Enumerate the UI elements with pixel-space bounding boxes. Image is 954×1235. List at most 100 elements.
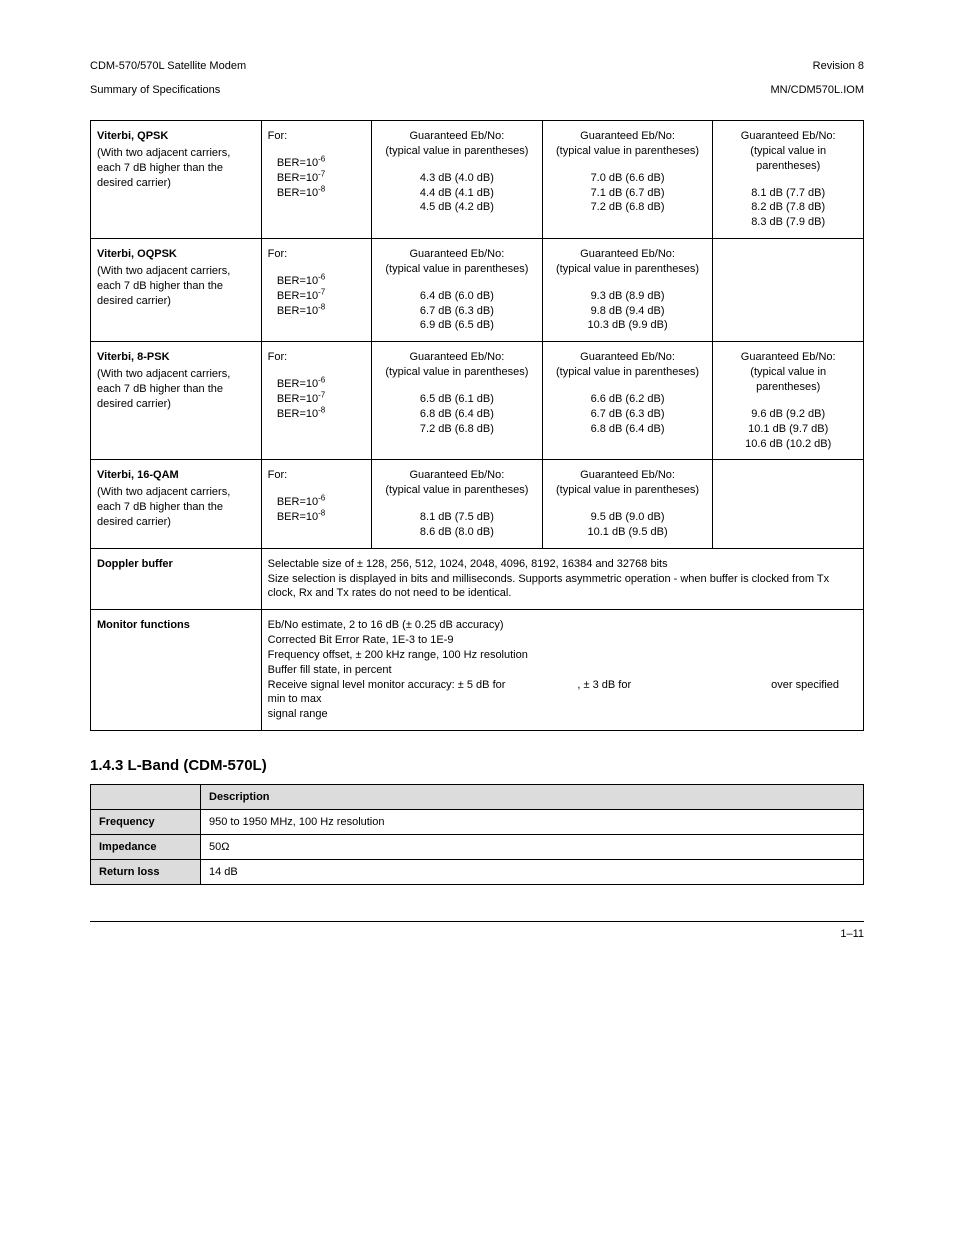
spec-value-cell: [713, 460, 864, 548]
spec-row-head: Viterbi, 16-QAM (With two adjacent carrie…: [91, 460, 262, 548]
ber-line: BER=10-7: [268, 392, 365, 407]
spec-row-head: Viterbi, 8-PSK (With two adjacent carrier…: [91, 342, 262, 460]
band-table: DescriptionFrequency950 to 1950 MHz, 100…: [90, 784, 864, 885]
value-line: 7.2 dB (6.8 dB): [378, 422, 536, 437]
spec-row-note: (With two adjacent carriers, each 7 dB h…: [97, 485, 255, 530]
value-line: 10.3 dB (9.9 dB): [549, 318, 707, 333]
value-line: 9.5 dB (9.0 dB): [549, 510, 707, 525]
ber-line: BER=10-6: [268, 156, 365, 171]
band-header-desc: Description: [201, 785, 864, 810]
band-row-label: Impedance: [91, 835, 201, 860]
value-line: 6.5 dB (6.1 dB): [378, 392, 536, 407]
for-label: For:: [268, 468, 365, 483]
value-line: 4.4 dB (4.1 dB): [378, 186, 536, 201]
spec-row-note: (With two adjacent carriers, each 7 dB h…: [97, 264, 255, 309]
value-head: Guaranteed Eb/No:(typical value in paren…: [719, 350, 857, 395]
value-head: Guaranteed Eb/No:(typical value in paren…: [549, 350, 707, 380]
value-line: 4.5 dB (4.2 dB): [378, 200, 536, 215]
for-label: For:: [268, 129, 365, 144]
value-line: 4.3 dB (4.0 dB): [378, 171, 536, 186]
spec-value-cell: Guaranteed Eb/No:(typical value in paren…: [713, 121, 864, 239]
value-line: 6.9 dB (6.5 dB): [378, 318, 536, 333]
ber-line: BER=10-7: [268, 289, 365, 304]
band-row-value: 50Ω: [201, 835, 864, 860]
spec-value-cell: Guaranteed Eb/No:(typical value in paren…: [372, 460, 543, 548]
value-line: 6.8 dB (6.4 dB): [549, 422, 707, 437]
value-line: 6.7 dB (6.3 dB): [549, 407, 707, 422]
section-title: 1.4.3 L-Band (CDM-570L): [90, 757, 864, 774]
header-left-1: CDM-570/570L Satellite Modem: [90, 60, 246, 72]
band-header-empty: [91, 785, 201, 810]
value-line: 9.3 dB (8.9 dB): [549, 289, 707, 304]
footer-page: 1–11: [840, 928, 864, 940]
value-head: Guaranteed Eb/No:(typical value in paren…: [378, 247, 536, 277]
spec-value-cell: Guaranteed Eb/No:(typical value in paren…: [542, 460, 713, 548]
value-line: 8.1 dB (7.5 dB): [378, 510, 536, 525]
ber-line: BER=10-6: [268, 377, 365, 392]
value-head: Guaranteed Eb/No:(typical value in paren…: [549, 129, 707, 159]
monitor-text: Eb/No estimate, 2 to 16 dB (± 0.25 dB ac…: [261, 610, 863, 731]
value-line: 9.6 dB (9.2 dB): [719, 407, 857, 422]
value-line: 6.8 dB (6.4 dB): [378, 407, 536, 422]
spec-value-cell: Guaranteed Eb/No:(typical value in paren…: [372, 121, 543, 239]
spec-for-cell: For: BER=10-6 BER=10-8: [261, 460, 371, 548]
value-line: 10.6 dB (10.2 dB): [719, 437, 857, 452]
value-head: Guaranteed Eb/No:(typical value in paren…: [378, 350, 536, 380]
value-head: Guaranteed Eb/No:(typical value in paren…: [378, 129, 536, 159]
spec-row-title: Viterbi, QPSK: [97, 129, 255, 144]
spec-for-cell: For: BER=10-6 BER=10-7 BER=10-8: [261, 121, 371, 239]
buffer-text: Selectable size of ± 128, 256, 512, 1024…: [261, 548, 863, 610]
footer-rule: [90, 921, 864, 922]
spec-row-note: (With two adjacent carriers, each 7 dB h…: [97, 146, 255, 191]
value-line: 8.2 dB (7.8 dB): [719, 200, 857, 215]
spec-value-cell: Guaranteed Eb/No:(typical value in paren…: [372, 239, 543, 342]
value-line: 8.3 dB (7.9 dB): [719, 215, 857, 230]
value-line: 8.1 dB (7.7 dB): [719, 186, 857, 201]
band-row-value: 14 dB: [201, 860, 864, 885]
for-label: For:: [268, 350, 365, 365]
for-label: For:: [268, 247, 365, 262]
value-line: 7.1 dB (6.7 dB): [549, 186, 707, 201]
spec-value-cell: Guaranteed Eb/No:(typical value in paren…: [542, 342, 713, 460]
ber-line: BER=10-7: [268, 171, 365, 186]
spec-row-head: Viterbi, OQPSK (With two adjacent carrier…: [91, 239, 262, 342]
value-line: 9.8 dB (9.4 dB): [549, 304, 707, 319]
value-head: Guaranteed Eb/No:(typical value in paren…: [719, 129, 857, 174]
value-line: 10.1 dB (9.7 dB): [719, 422, 857, 437]
spec-value-cell: Guaranteed Eb/No:(typical value in paren…: [542, 121, 713, 239]
band-row-label: Return loss: [91, 860, 201, 885]
spec-value-cell: Guaranteed Eb/No:(typical value in paren…: [372, 342, 543, 460]
value-line: 8.6 dB (8.0 dB): [378, 525, 536, 540]
monitor-label: Monitor functions: [91, 610, 262, 731]
value-line: 6.7 dB (6.3 dB): [378, 304, 536, 319]
spec-row-title: Viterbi, 16-QAM: [97, 468, 255, 483]
header-right-2: MN/CDM570L.IOM: [770, 84, 864, 96]
value-line: 6.4 dB (6.0 dB): [378, 289, 536, 304]
header-left-2: Summary of Specifications: [90, 84, 220, 96]
value-line: 6.6 dB (6.2 dB): [549, 392, 707, 407]
value-head: Guaranteed Eb/No:(typical value in paren…: [378, 468, 536, 498]
value-head: Guaranteed Eb/No:(typical value in paren…: [549, 468, 707, 498]
value-line: 10.1 dB (9.5 dB): [549, 525, 707, 540]
spec-value-cell: [713, 239, 864, 342]
buffer-label: Doppler buffer: [91, 548, 262, 610]
spec-row-title: Viterbi, OQPSK: [97, 247, 255, 262]
header-right-1: Revision 8: [813, 60, 864, 72]
ber-line: BER=10-8: [268, 186, 365, 201]
spec-for-cell: For: BER=10-6 BER=10-7 BER=10-8: [261, 239, 371, 342]
spec-for-cell: For: BER=10-6 BER=10-7 BER=10-8: [261, 342, 371, 460]
band-row-label: Frequency: [91, 810, 201, 835]
value-line: 7.0 dB (6.6 dB): [549, 171, 707, 186]
value-line: 7.2 dB (6.8 dB): [549, 200, 707, 215]
spec-row-title: Viterbi, 8-PSK: [97, 350, 255, 365]
band-row-value: 950 to 1950 MHz, 100 Hz resolution: [201, 810, 864, 835]
ber-line: BER=10-8: [268, 304, 365, 319]
spec-row-head: Viterbi, QPSK (With two adjacent carriers…: [91, 121, 262, 239]
ber-line: BER=10-8: [268, 407, 365, 422]
value-head: Guaranteed Eb/No:(typical value in paren…: [549, 247, 707, 277]
spec-row-note: (With two adjacent carriers, each 7 dB h…: [97, 367, 255, 412]
page-header: CDM-570/570L Satellite Modem Summary of …: [90, 48, 864, 96]
spec-value-cell: Guaranteed Eb/No:(typical value in paren…: [713, 342, 864, 460]
spec-value-cell: Guaranteed Eb/No:(typical value in paren…: [542, 239, 713, 342]
ber-line: BER=10-6: [268, 495, 365, 510]
